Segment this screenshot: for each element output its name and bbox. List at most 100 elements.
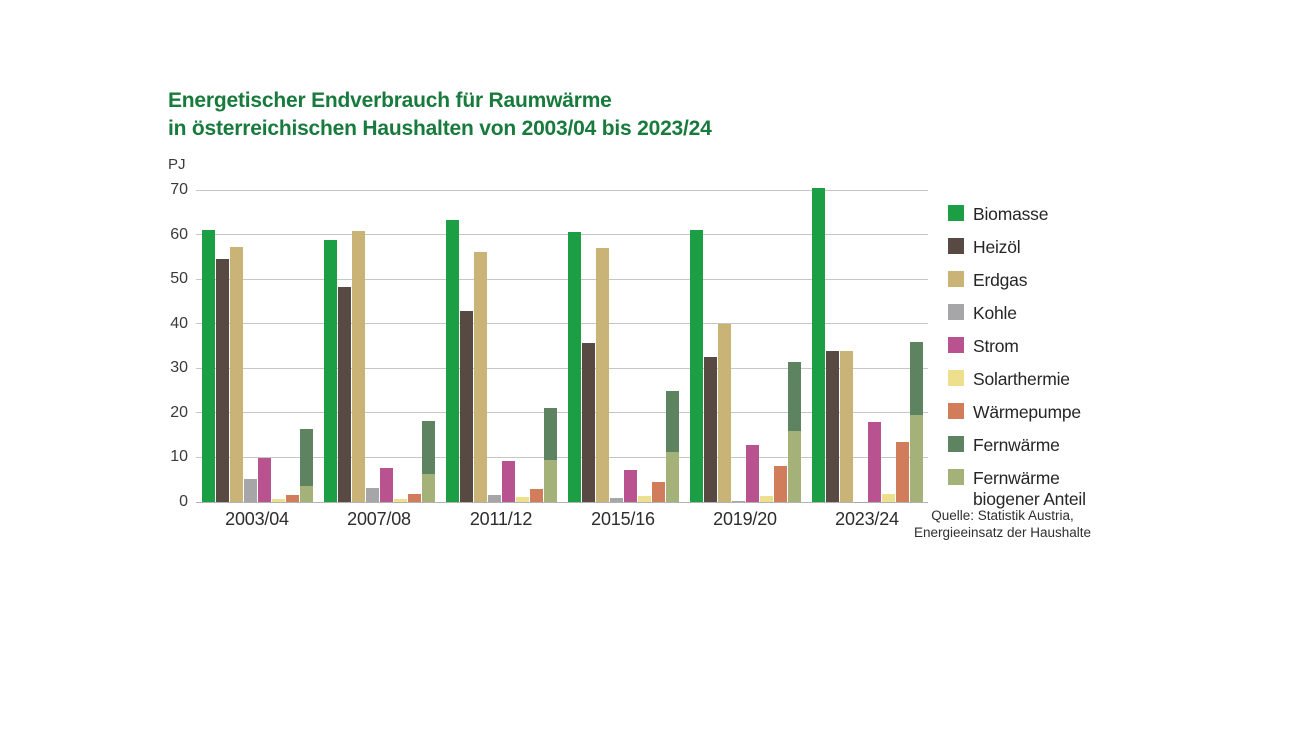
source-note: Quelle: Statistik Austria, Energieeinsat… [895,507,1110,541]
y-tick-label-0: 0 [179,493,188,510]
x-tick-label-2011-12: 2011/12 [469,509,533,529]
legend-swatch-icon [948,205,964,221]
y-tick-label-30: 30 [170,359,188,377]
bar-fernw-rme-biogener-anteil-2019-20 [787,430,801,502]
bar-erdgas-2011-12 [473,251,487,502]
bar-w-rmepumpe-2003-04 [285,495,299,502]
bar-biomasse-2023-24 [811,187,825,502]
x-tick-label-2019-20: 2019/20 [713,509,777,529]
x-tick-label-2023-24: 2023/24 [835,509,899,529]
bar-biomasse-2019-20 [689,230,703,502]
legend-item-fernw-rme: Fernwärme [948,435,1086,456]
bar-fernw-rme-biogener-anteil-2003-04 [299,486,313,502]
source-line2: Energieeinsatz der Haushalte [913,525,1092,540]
bar-kohle-2015-16 [609,498,623,502]
bar-group-2019-20 [684,190,806,502]
bar-erdgas-2015-16 [595,247,609,502]
bar-w-rmepumpe-2011-12 [529,489,543,502]
legend-label: Solarthermie [973,369,1070,389]
y-tick-label-20: 20 [170,403,188,421]
bar-biomasse-2003-04 [201,230,215,502]
y-tick-label-70: 70 [170,181,188,198]
bar-erdgas-2023-24 [839,350,853,502]
bar-fernw-rme-2011-12 [543,408,557,502]
legend-swatch-icon [948,304,964,320]
gridline-50 [196,278,928,280]
legend-swatch-icon [948,271,964,287]
bar-w-rmepumpe-2015-16 [651,482,665,502]
legend-label: Strom [973,336,1019,356]
gridline-60 [196,234,928,236]
bar-strom-2003-04 [257,458,271,502]
bar-biomasse-2015-16 [567,232,581,502]
gridline-70 [196,189,928,191]
gridline-10 [196,456,928,458]
chart-title: Energetischer Endverbrauch für Raumwärme… [168,87,712,143]
bar-kohle-2007-08 [365,487,379,502]
bar-erdgas-2019-20 [717,323,731,502]
bar-fernw-rme-biogener-anteil-2023-24 [909,415,923,502]
bar-heiz-l-2003-04 [215,259,229,502]
x-tick-label-2007-08: 2007/08 [347,509,411,529]
y-tick-label-50: 50 [170,270,188,288]
bar-solarthermie-2019-20 [759,496,773,502]
legend-label: Kohle [973,303,1017,323]
bar-fernw-rme-2003-04 [299,428,313,502]
bar-heiz-l-2019-20 [703,357,717,502]
gridline-20 [196,412,928,414]
plot-area [196,187,928,503]
bar-solarthermie-2011-12 [515,497,529,502]
legend-item-strom: Strom [948,336,1086,357]
x-tick-label-2003-04: 2003/04 [225,509,289,529]
legend-label: Erdgas [973,270,1028,290]
legend-item-w-rmepumpe: Wärmepumpe [948,402,1086,423]
legend-item-fernw-rme: Fernwärme biogener Anteil [948,468,1086,510]
bar-kohle-2019-20 [731,501,745,502]
bar-heiz-l-2007-08 [337,287,351,502]
source-line1: Quelle: Statistik Austria, [931,508,1074,523]
legend-swatch-icon [948,436,964,452]
y-axis-unit-label: PJ [168,156,186,173]
legend-label: Fernwärme biogener Anteil [973,468,1086,509]
bar-strom-2007-08 [379,468,393,502]
bar-kohle-2003-04 [243,478,257,502]
bar-strom-2015-16 [623,470,637,502]
bar-solarthermie-2003-04 [271,498,285,502]
bar-strom-2019-20 [745,444,759,502]
bar-erdgas-2007-08 [351,231,365,502]
bar-biomasse-2007-08 [323,239,337,502]
gridline-30 [196,367,928,369]
gridline-0 [196,501,928,503]
bar-solarthermie-2023-24 [881,494,895,502]
bar-strom-2023-24 [867,421,881,502]
bar-heiz-l-2015-16 [581,342,595,502]
legend-item-erdgas: Erdgas [948,270,1086,291]
x-tick-label-2015-16: 2015/16 [591,509,655,529]
bar-biomasse-2011-12 [445,219,459,502]
bar-w-rmepumpe-2023-24 [895,441,909,502]
bar-group-2011-12 [440,190,562,502]
bar-kohle-2011-12 [487,494,501,502]
legend-item-solarthermie: Solarthermie [948,369,1086,390]
chart-title-line2: in österreichischen Haushalten von 2003/… [168,117,712,140]
bar-strom-2011-12 [501,461,515,502]
gridline-40 [196,323,928,325]
bar-solarthermie-2007-08 [393,498,407,502]
legend-label: Fernwärme [973,435,1060,455]
legend-label: Biomasse [973,204,1049,224]
bar-fernw-rme-biogener-anteil-2015-16 [665,452,679,502]
bar-fernw-rme-2019-20 [787,362,801,502]
y-tick-label-40: 40 [170,314,188,332]
bar-group-2015-16 [562,190,684,502]
bar-group-2023-24 [806,187,928,502]
y-tick-label-60: 60 [170,225,188,243]
legend-swatch-icon [948,370,964,386]
legend-item-biomasse: Biomasse [948,204,1086,225]
bar-fernw-rme-2007-08 [421,421,435,502]
bar-group-2003-04 [196,190,318,502]
chart-legend: Biomasse Heizöl Erdgas Kohle Strom Solartherm… [948,204,1086,522]
legend-swatch-icon [948,403,964,419]
legend-label: Heizöl [973,237,1021,257]
legend-label: Wärmepumpe [973,402,1081,422]
